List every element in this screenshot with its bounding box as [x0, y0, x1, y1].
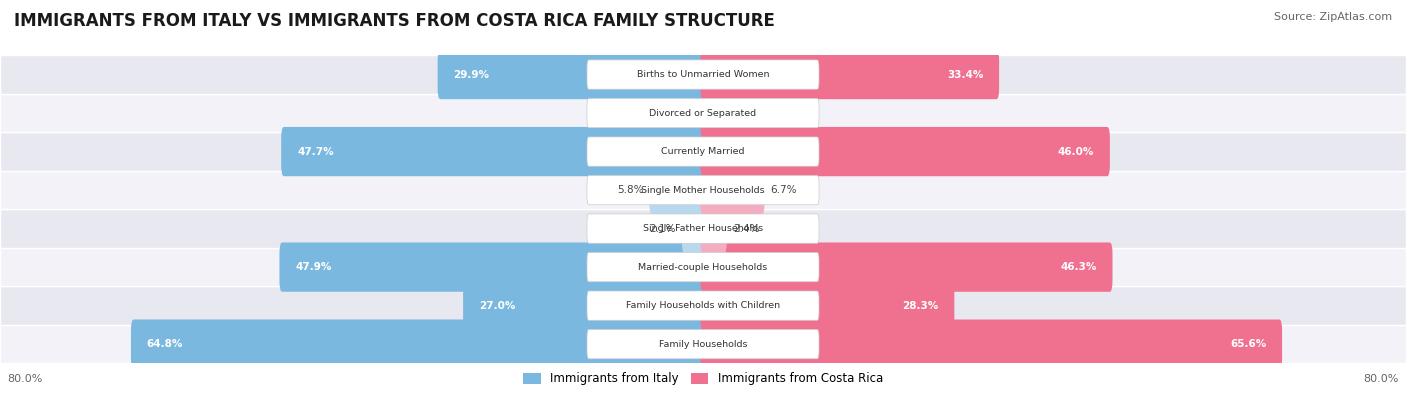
- Bar: [0, 94, 1406, 132]
- FancyBboxPatch shape: [588, 291, 818, 320]
- FancyBboxPatch shape: [700, 281, 955, 330]
- Text: Single Mother Households: Single Mother Households: [641, 186, 765, 195]
- Text: Single Father Households: Single Father Households: [643, 224, 763, 233]
- Text: 11.5%: 11.5%: [616, 108, 651, 118]
- FancyBboxPatch shape: [700, 127, 1109, 176]
- FancyBboxPatch shape: [588, 329, 818, 359]
- Bar: [0, 55, 1406, 94]
- Text: 80.0%: 80.0%: [7, 374, 42, 384]
- Text: 27.0%: 27.0%: [479, 301, 515, 310]
- FancyBboxPatch shape: [650, 166, 706, 215]
- Text: 47.7%: 47.7%: [297, 147, 333, 156]
- FancyBboxPatch shape: [700, 50, 1000, 99]
- Bar: [0, 171, 1406, 209]
- Text: 33.4%: 33.4%: [948, 70, 983, 79]
- Text: 46.3%: 46.3%: [1060, 262, 1097, 272]
- Bar: [0, 248, 1406, 286]
- FancyBboxPatch shape: [131, 320, 706, 369]
- Bar: [0, 209, 1406, 248]
- FancyBboxPatch shape: [700, 204, 727, 253]
- FancyBboxPatch shape: [599, 88, 706, 138]
- FancyBboxPatch shape: [700, 243, 1112, 292]
- FancyBboxPatch shape: [463, 281, 706, 330]
- Text: 28.3%: 28.3%: [903, 301, 939, 310]
- Text: 2.4%: 2.4%: [733, 224, 759, 233]
- Text: 47.9%: 47.9%: [295, 262, 332, 272]
- FancyBboxPatch shape: [700, 166, 765, 215]
- Bar: [0, 325, 1406, 363]
- FancyBboxPatch shape: [588, 214, 818, 243]
- Text: 29.9%: 29.9%: [454, 70, 489, 79]
- FancyBboxPatch shape: [437, 50, 706, 99]
- Text: Family Households: Family Households: [659, 340, 747, 349]
- Text: 5.8%: 5.8%: [617, 185, 644, 195]
- Text: 46.0%: 46.0%: [1057, 147, 1094, 156]
- FancyBboxPatch shape: [682, 204, 706, 253]
- Text: Family Households with Children: Family Households with Children: [626, 301, 780, 310]
- Text: Source: ZipAtlas.com: Source: ZipAtlas.com: [1274, 12, 1392, 22]
- Text: Births to Unmarried Women: Births to Unmarried Women: [637, 70, 769, 79]
- FancyBboxPatch shape: [588, 60, 818, 89]
- Bar: [0, 132, 1406, 171]
- Text: 80.0%: 80.0%: [1364, 374, 1399, 384]
- Text: 12.2%: 12.2%: [761, 108, 797, 118]
- Bar: [0, 286, 1406, 325]
- Text: Divorced or Separated: Divorced or Separated: [650, 109, 756, 118]
- Text: 2.1%: 2.1%: [650, 224, 676, 233]
- Text: Married-couple Households: Married-couple Households: [638, 263, 768, 272]
- Text: IMMIGRANTS FROM ITALY VS IMMIGRANTS FROM COSTA RICA FAMILY STRUCTURE: IMMIGRANTS FROM ITALY VS IMMIGRANTS FROM…: [14, 12, 775, 30]
- FancyBboxPatch shape: [588, 252, 818, 282]
- FancyBboxPatch shape: [588, 175, 818, 205]
- Text: 64.8%: 64.8%: [146, 339, 183, 349]
- Text: Currently Married: Currently Married: [661, 147, 745, 156]
- FancyBboxPatch shape: [588, 137, 818, 166]
- Legend: Immigrants from Italy, Immigrants from Costa Rica: Immigrants from Italy, Immigrants from C…: [523, 372, 883, 386]
- Text: 6.7%: 6.7%: [770, 185, 797, 195]
- FancyBboxPatch shape: [280, 243, 706, 292]
- FancyBboxPatch shape: [281, 127, 706, 176]
- Text: 65.6%: 65.6%: [1230, 339, 1267, 349]
- FancyBboxPatch shape: [588, 98, 818, 128]
- FancyBboxPatch shape: [700, 88, 813, 138]
- FancyBboxPatch shape: [700, 320, 1282, 369]
